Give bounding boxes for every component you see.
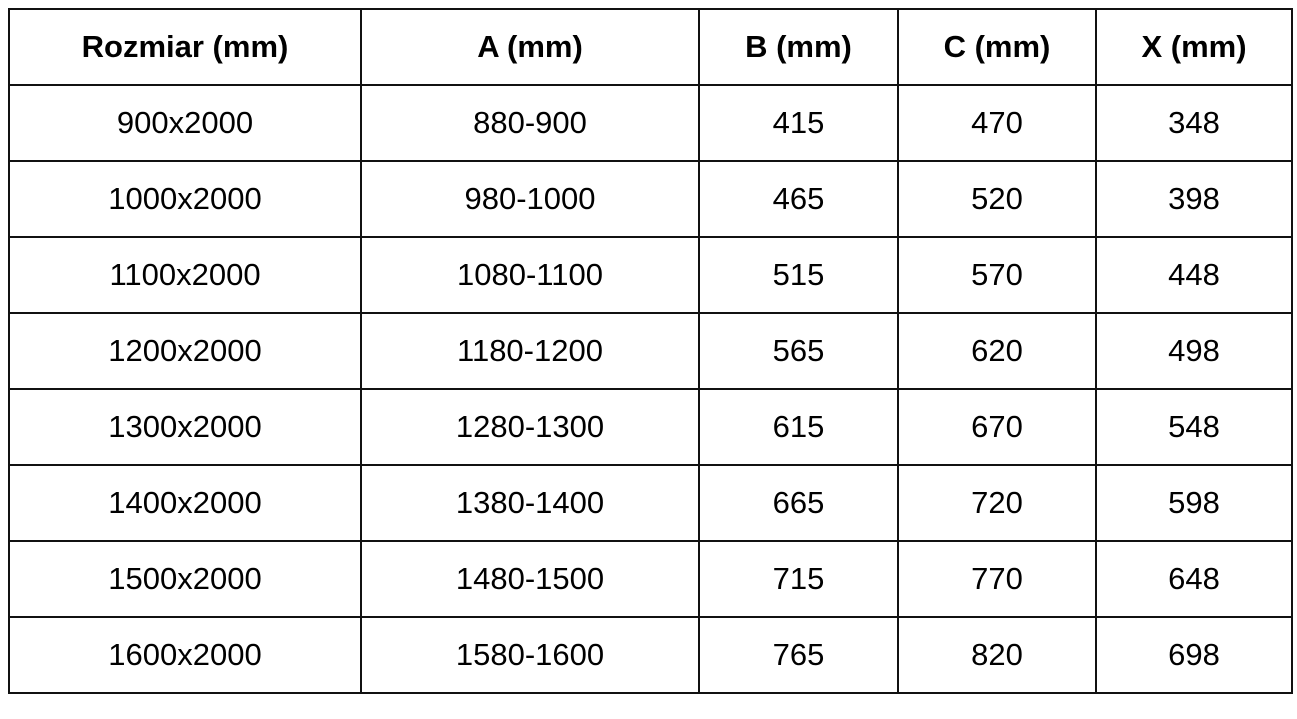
cell-x: 448 (1095, 236, 1293, 314)
cell-c: 670 (897, 388, 1097, 466)
cell-x: 598 (1095, 464, 1293, 542)
cell-size: 1300x2000 (8, 388, 362, 466)
cell-x: 648 (1095, 540, 1293, 618)
cell-a: 1480-1500 (360, 540, 700, 618)
column-header-x: X (mm) (1095, 8, 1293, 86)
cell-a: 880-900 (360, 84, 700, 162)
cell-b: 665 (698, 464, 899, 542)
cell-c: 620 (897, 312, 1097, 390)
cell-size: 1400x2000 (8, 464, 362, 542)
table-row: 1100x2000 1080-1100 515 570 448 (8, 236, 1293, 314)
cell-a: 1280-1300 (360, 388, 700, 466)
table-row: 900x2000 880-900 415 470 348 (8, 84, 1293, 162)
cell-c: 570 (897, 236, 1097, 314)
column-header-a: A (mm) (360, 8, 700, 86)
cell-size: 1200x2000 (8, 312, 362, 390)
cell-b: 465 (698, 160, 899, 238)
table-row: 1500x2000 1480-1500 715 770 648 (8, 540, 1293, 618)
cell-c: 770 (897, 540, 1097, 618)
cell-x: 498 (1095, 312, 1293, 390)
cell-size: 900x2000 (8, 84, 362, 162)
table-row: 1400x2000 1380-1400 665 720 598 (8, 464, 1293, 542)
cell-x: 698 (1095, 616, 1293, 694)
cell-a: 1080-1100 (360, 236, 700, 314)
cell-b: 415 (698, 84, 899, 162)
cell-x: 548 (1095, 388, 1293, 466)
cell-size: 1100x2000 (8, 236, 362, 314)
cell-b: 715 (698, 540, 899, 618)
column-header-b: B (mm) (698, 8, 899, 86)
cell-c: 470 (897, 84, 1097, 162)
cell-x: 398 (1095, 160, 1293, 238)
cell-x: 348 (1095, 84, 1293, 162)
column-header-c: C (mm) (897, 8, 1097, 86)
cell-b: 565 (698, 312, 899, 390)
cell-c: 520 (897, 160, 1097, 238)
cell-b: 615 (698, 388, 899, 466)
table-row: 1600x2000 1580-1600 765 820 698 (8, 616, 1293, 694)
dimensions-table: Rozmiar (mm) A (mm) B (mm) C (mm) X (mm) 900… (8, 8, 1293, 694)
cell-b: 765 (698, 616, 899, 694)
cell-c: 720 (897, 464, 1097, 542)
cell-a: 1380-1400 (360, 464, 700, 542)
header-row: Rozmiar (mm) A (mm) B (mm) C (mm) X (mm) (8, 8, 1293, 86)
table-row: 1300x2000 1280-1300 615 670 548 (8, 388, 1293, 466)
table-row: 1000x2000 980-1000 465 520 398 (8, 160, 1293, 238)
cell-a: 980-1000 (360, 160, 700, 238)
table-row: 1200x2000 1180-1200 565 620 498 (8, 312, 1293, 390)
cell-size: 1000x2000 (8, 160, 362, 238)
cell-b: 515 (698, 236, 899, 314)
cell-c: 820 (897, 616, 1097, 694)
cell-a: 1180-1200 (360, 312, 700, 390)
column-header-size: Rozmiar (mm) (8, 8, 362, 86)
cell-size: 1600x2000 (8, 616, 362, 694)
cell-size: 1500x2000 (8, 540, 362, 618)
cell-a: 1580-1600 (360, 616, 700, 694)
